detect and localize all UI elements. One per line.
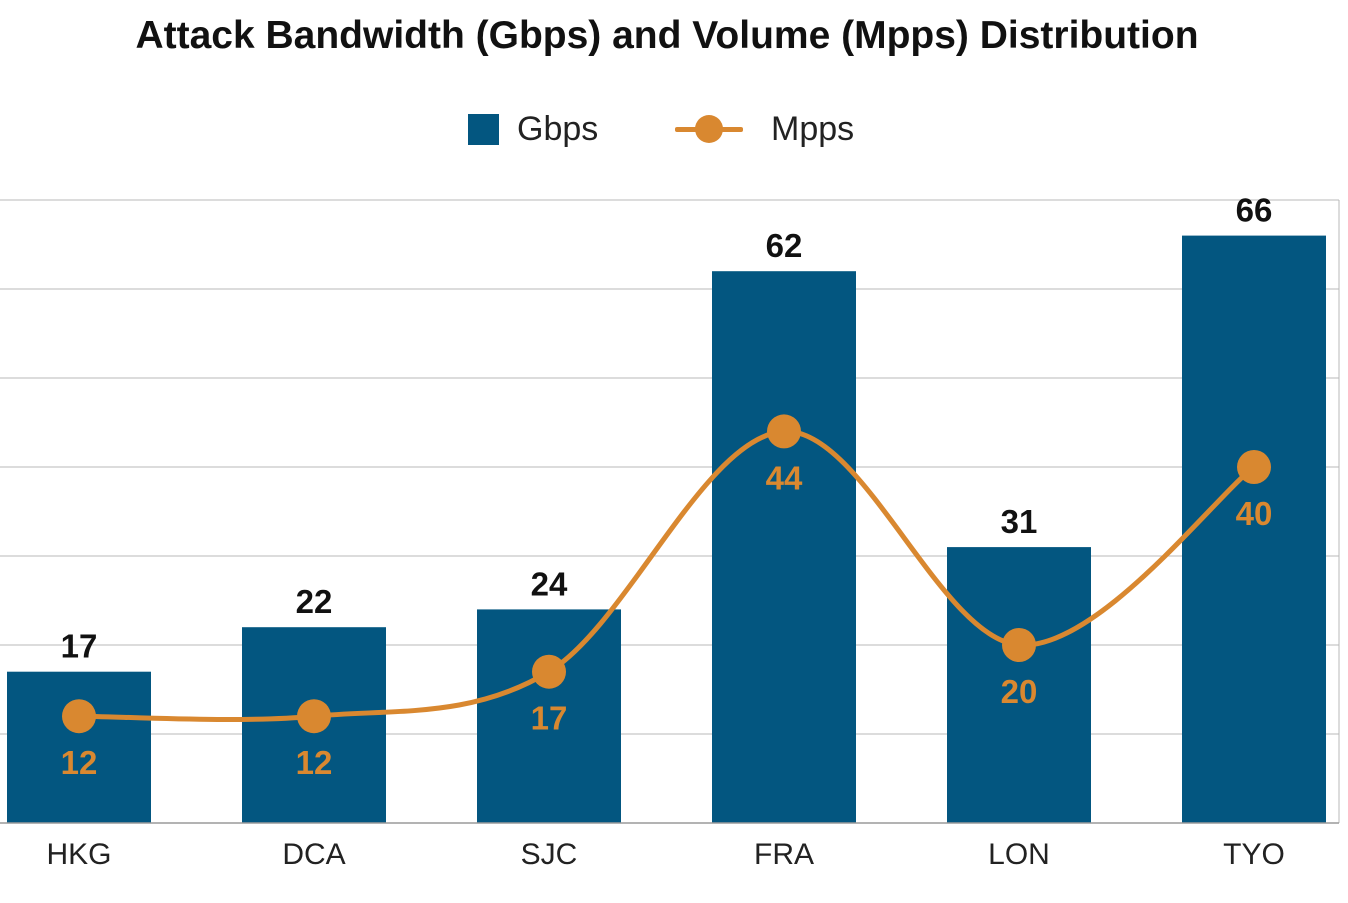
- mpps-label-tyo: 40: [1236, 495, 1273, 532]
- mpps-point-sjc: [532, 654, 566, 689]
- legend: Gbps Mpps: [0, 104, 1340, 154]
- bar-label-sjc: 24: [531, 565, 568, 602]
- chart-title: Attack Bandwidth (Gbps) and Volume (Mpps…: [135, 14, 1199, 57]
- x-tick-label-fra: FRA: [754, 838, 814, 871]
- x-tick-label-dca: DCA: [282, 838, 345, 871]
- bar-lon: [947, 547, 1091, 823]
- bar-data-labels: 17 22 24 62 31 66: [61, 192, 1273, 665]
- bar-hkg: [7, 671, 151, 823]
- bar-label-dca: 22: [296, 583, 333, 620]
- legend-swatch-gbps: [468, 113, 499, 145]
- legend-item-gbps[interactable]: Gbps: [468, 104, 598, 154]
- mpps-point-fra: [767, 414, 801, 449]
- line-series: [62, 414, 1271, 734]
- legend-label-mpps: Mpps: [771, 109, 855, 148]
- bar-series: [7, 235, 1326, 824]
- bar-sjc: [477, 609, 621, 823]
- bar-label-tyo: 66: [1236, 192, 1273, 229]
- x-axis: HKG DCA SJC FRA LON TYO: [0, 822, 1339, 871]
- mpps-point-lon: [1002, 628, 1036, 662]
- gridlines: [0, 199, 1340, 823]
- bar-label-hkg: 17: [61, 628, 98, 665]
- mpps-point-hkg: [62, 699, 96, 734]
- mpps-label-dca: 12: [296, 744, 333, 781]
- mpps-label-fra: 44: [766, 459, 803, 496]
- bar-tyo: [1182, 235, 1326, 824]
- x-tick-label-lon: LON: [988, 838, 1050, 871]
- x-tick-label-sjc: SJC: [521, 838, 578, 871]
- bar-label-fra: 62: [766, 227, 803, 264]
- bar-fra: [712, 271, 856, 823]
- x-tick-label-tyo: TYO: [1223, 838, 1285, 871]
- mpps-point-dca: [297, 699, 331, 734]
- mpps-point-tyo: [1237, 450, 1271, 484]
- line-data-labels: 12 12 17 44 20 40: [61, 459, 1273, 781]
- x-tick-label-hkg: HKG: [46, 838, 111, 871]
- bar-label-lon: 31: [1001, 503, 1038, 540]
- legend-item-mpps[interactable]: Mpps: [675, 104, 854, 154]
- legend-swatch-mpps: [675, 114, 743, 144]
- mpps-label-sjc: 17: [531, 700, 568, 737]
- legend-label-gbps: Gbps: [517, 109, 599, 148]
- mpps-label-lon: 20: [1001, 673, 1038, 710]
- mpps-label-hkg: 12: [61, 744, 98, 781]
